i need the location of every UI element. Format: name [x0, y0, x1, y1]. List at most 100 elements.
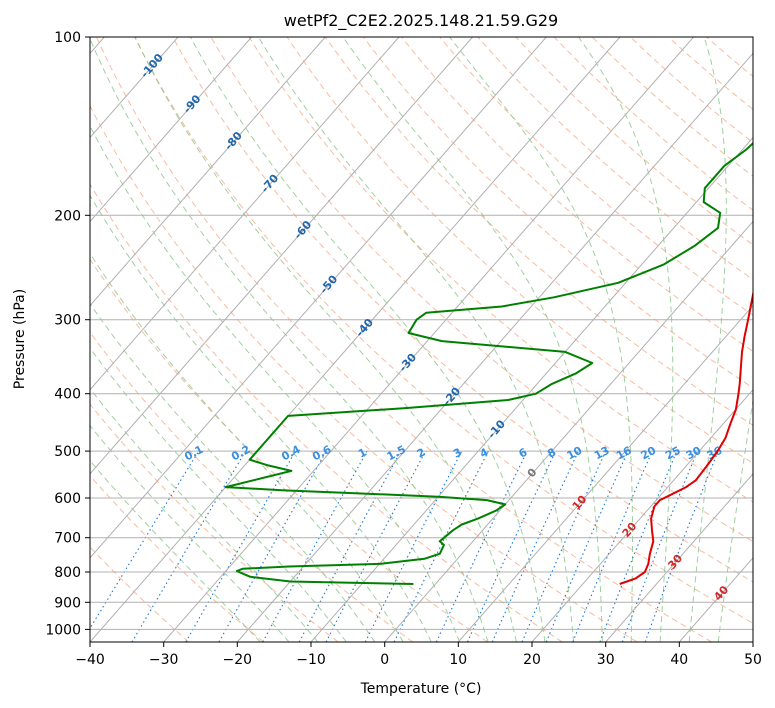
x-axis-label: Temperature (°C)	[360, 681, 482, 697]
mixing-ratio-line	[599, 450, 678, 642]
mixing-ratio-line	[218, 450, 327, 642]
mixing-ratio-label: 13	[592, 444, 612, 463]
x-tick-label: −30	[149, 652, 179, 668]
isotherm	[752, 641, 753, 642]
dry-adiabat	[629, 37, 753, 144]
isotherm	[678, 557, 753, 642]
x-axis-ticks: −40 −30 −20 −10 0 10 20 30 40 50	[75, 642, 762, 668]
chart-title: wetPf2_C2E2.2025.148.21.59.G29	[284, 11, 558, 31]
isotherm	[90, 37, 473, 475]
dry-adiabat	[90, 331, 414, 642]
moist-adiabat	[90, 347, 347, 642]
dry-adiabat	[90, 474, 264, 642]
mixing-ratio-label: 1.5	[385, 443, 408, 464]
mixing-ratio-line	[466, 450, 557, 642]
y-tick-label: 600	[54, 491, 81, 507]
dry-adiabats	[90, 37, 753, 642]
isotherm	[384, 220, 753, 642]
dry-adiabat	[363, 37, 753, 389]
x-tick-label: −40	[75, 652, 105, 668]
moist-adiabat	[257, 37, 575, 642]
dry-adiabat	[668, 37, 753, 110]
x-tick-label: 30	[597, 652, 615, 668]
mixing-ratio-line	[491, 450, 579, 642]
moist-adiabat	[90, 37, 489, 642]
plot-frame	[89, 36, 754, 643]
moist-adiabat	[90, 125, 461, 642]
y-tick-label: 800	[54, 565, 81, 581]
dry-adiabat	[96, 37, 712, 642]
mixing-ratio-label: 3	[451, 446, 464, 461]
mixing-ratio-label: 8	[545, 446, 558, 461]
mixing-ratio-label: 6	[517, 445, 530, 460]
skewed-isotherms	[90, 37, 753, 642]
x-tick-label: −10	[296, 652, 326, 668]
y-tick-label: 700	[54, 531, 81, 547]
x-tick-label: 20	[523, 652, 541, 668]
profile-series	[224, 141, 753, 585]
mixing-ratio-line	[262, 450, 368, 642]
dry-adiabat	[401, 37, 753, 352]
y-axis-ticks: 100 200 300 400 500 600 700 800 900 1000	[45, 30, 90, 638]
y-tick-label: 900	[54, 595, 81, 611]
dewpoint-line	[224, 141, 753, 585]
isotherm	[90, 37, 547, 559]
mixing-ratio-line	[621, 450, 698, 642]
moist-adiabat	[578, 37, 674, 642]
moist-adiabat	[688, 37, 727, 642]
dry-adiabat	[90, 104, 638, 642]
mixing-ratio-label: 2	[415, 446, 428, 461]
y-tick-label: 500	[54, 444, 81, 460]
moist-adiabat	[90, 387, 319, 642]
dry-adiabat	[591, 37, 753, 177]
y-tick-label: 200	[54, 208, 81, 224]
mixing-ratio-line	[185, 450, 297, 642]
mixing-ratio-line	[325, 450, 427, 642]
y-tick-label: 1000	[45, 622, 81, 638]
dry-adiabat	[439, 37, 753, 316]
mixing-ratio-label: 0.6	[310, 443, 334, 464]
mixing-ratio-label: 36	[705, 444, 725, 463]
mixing-ratio-label: 25	[663, 444, 683, 463]
isotherm	[310, 136, 753, 642]
moist-adiabat	[90, 302, 376, 642]
dry-adiabat	[553, 37, 753, 211]
x-tick-label: 50	[744, 652, 762, 668]
dry-adiabat	[248, 37, 753, 503]
moist-adiabat	[342, 37, 603, 642]
moist-adiabats	[90, 37, 753, 642]
moist-adiabat	[449, 37, 633, 642]
isotherm	[236, 52, 753, 642]
mixing-ratio-label: 10	[565, 444, 585, 463]
x-tick-label: 40	[670, 652, 688, 668]
dry-adiabat	[515, 37, 753, 246]
isotherm	[90, 37, 621, 642]
moist-adiabat	[717, 397, 753, 642]
moist-adiabat	[190, 37, 546, 642]
x-tick-label: 10	[449, 652, 467, 668]
temperature-line	[619, 290, 753, 585]
isotherm	[90, 37, 252, 223]
pressure-gridlines	[90, 37, 753, 630]
mixing-ratio-line	[435, 450, 528, 642]
x-tick-label: 0	[380, 652, 389, 668]
dry-adiabat	[324, 37, 753, 426]
dry-adiabat	[134, 37, 753, 624]
dry-adiabat	[210, 37, 753, 543]
mixing-ratio-line	[644, 450, 719, 642]
dry-adiabat	[477, 37, 753, 281]
isotherm	[90, 37, 326, 307]
mixing-ratio-line	[90, 450, 200, 630]
y-tick-label: 300	[54, 313, 81, 329]
moist-adiabat	[90, 459, 261, 642]
dry-adiabat	[90, 546, 190, 642]
moist-adiabat	[90, 194, 432, 642]
isotherm	[90, 37, 400, 391]
isotherm	[531, 388, 753, 642]
dry-adiabat	[90, 183, 563, 642]
dry-adiabat	[172, 37, 753, 583]
mixing-ratio-lines	[90, 450, 719, 642]
isotherm	[457, 304, 753, 642]
mixing-ratio-label: 16	[614, 444, 634, 463]
